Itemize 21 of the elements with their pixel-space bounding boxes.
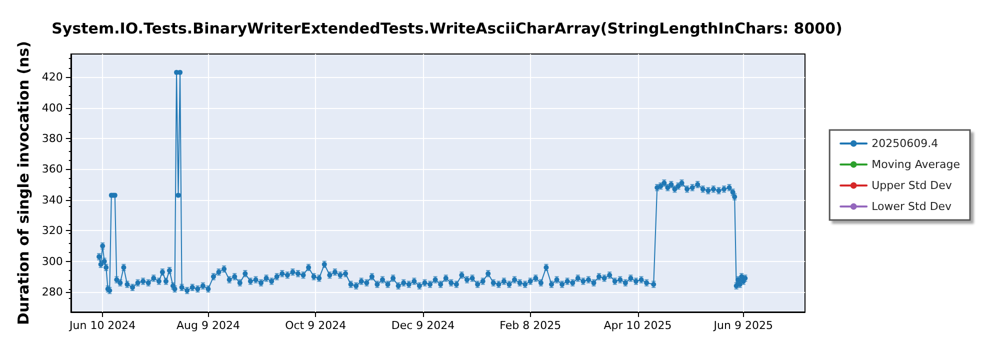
x-tick-label: Oct 9 2024 (285, 319, 346, 332)
legend-label: Upper Std Dev (872, 179, 952, 192)
y-tick-label: 400 (42, 101, 63, 114)
x-tick-label: Jun 9 2025 (712, 319, 773, 332)
y-axis-title: Duration of single invocation (ns) (14, 41, 32, 325)
chart-title: System.IO.Tests.BinaryWriterExtendedTests.WriteAsciiCharArray(StringLengthInChars: 8000) (52, 20, 842, 38)
x-tick-label: Jun 10 2024 (68, 319, 136, 332)
y-tick-label: 320 (42, 224, 63, 238)
y-tick-label: 380 (42, 132, 63, 145)
y-tick-label: 420 (42, 70, 63, 84)
y-tick-label: 280 (42, 286, 63, 299)
legend-label: Moving Average (872, 158, 960, 171)
y-tick-label: 360 (42, 162, 63, 176)
legend-label: Lower Std Dev (872, 200, 952, 213)
y-tick-label: 340 (42, 193, 63, 206)
legend-label: 20250609.4 (872, 137, 938, 150)
x-tick-label: Apr 10 2025 (604, 319, 672, 332)
y-tick-label: 300 (42, 254, 63, 268)
x-tick-label: Dec 9 2024 (391, 319, 455, 332)
x-tick-label: Aug 9 2024 (176, 319, 240, 332)
x-tick-label: Feb 8 2025 (500, 319, 562, 332)
